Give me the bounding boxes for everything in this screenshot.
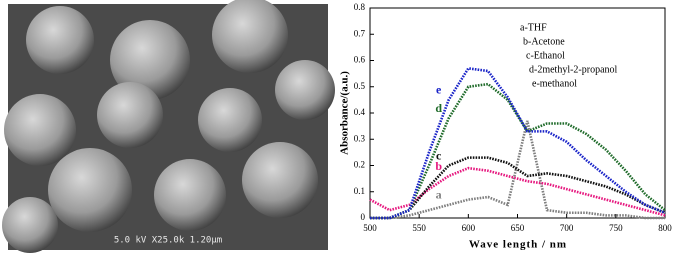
x-tick-label: 500: [363, 223, 377, 233]
curve-label: d: [435, 101, 442, 115]
sem-image: 5.0 kV X25.0k 1.20µm: [2, 0, 335, 253]
x-tick-label: 650: [511, 223, 525, 233]
figure: 5.0 kV X25.0k 1.20µm Wave length / nm Ab…: [0, 0, 683, 253]
y-axis-title: Absorbance/(a.u.): [339, 71, 351, 155]
y-tick-label: 0.6: [354, 55, 366, 65]
legend-entry: c-Ethanol: [526, 50, 565, 61]
legend-entry: e-methanol: [532, 78, 577, 89]
y-tick-label: 0.8: [354, 2, 366, 12]
y-tick-label: 0.5: [354, 81, 366, 91]
curve-label: c: [436, 148, 442, 162]
x-axis-title: Wave length / nm: [469, 239, 567, 251]
x-tick-label: 600: [462, 223, 476, 233]
x-tick-label: 550: [412, 223, 426, 233]
y-tick-label: 0.4: [354, 107, 366, 117]
y-tick-label: 0.2: [354, 160, 365, 170]
x-tick-label: 700: [560, 223, 574, 233]
y-tick-label: 0.7: [354, 28, 366, 38]
legend-entry: b-Acetone: [523, 36, 565, 47]
image-caption: 5.0 kV X25.0k 1.20µm: [114, 236, 222, 246]
x-tick-label: 750: [609, 223, 623, 233]
legend-entry: a-THF: [520, 22, 547, 33]
legend-entry: d-2methyl-2-propanol: [529, 64, 618, 75]
y-tick-label: 0.3: [354, 133, 366, 143]
x-tick-label: 800: [658, 223, 672, 233]
y-tick-label: 0: [361, 212, 366, 222]
y-tick-label: 0.1: [354, 186, 365, 196]
curve-label: e: [436, 83, 442, 97]
curve-label: a: [436, 188, 442, 202]
series-line: [370, 68, 665, 218]
